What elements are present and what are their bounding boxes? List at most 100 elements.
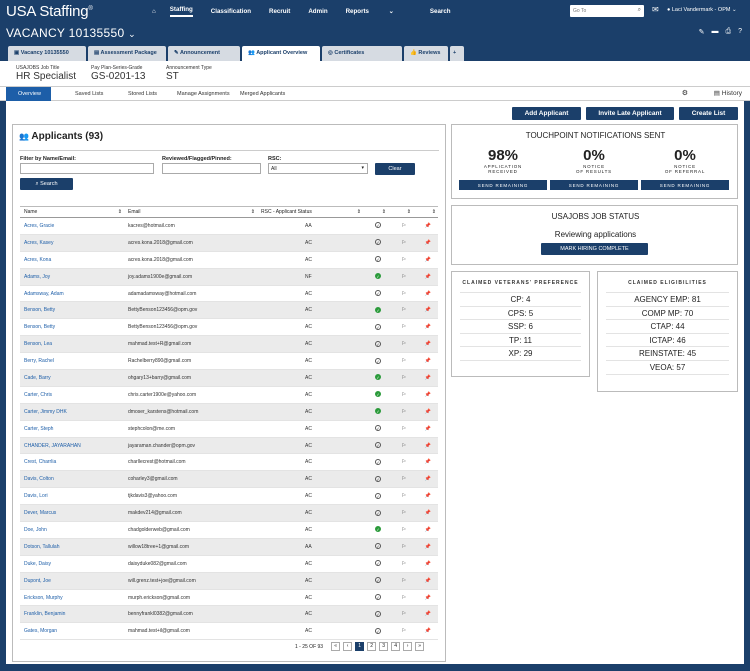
applicant-name-link[interactable]: Carter, Steph xyxy=(20,420,124,438)
tab-assessment-package[interactable]: ▤ Assessment Package xyxy=(88,46,166,61)
crumb-manage-assignments[interactable]: Manage Assignments xyxy=(177,91,230,97)
table-row[interactable]: Cade, Barry ohgary13+barry@gmail.com AC ✓ ⚐ 📌 xyxy=(20,369,438,387)
check-circle-icon[interactable]: ✓ xyxy=(375,222,381,229)
nav-classification[interactable]: Classification xyxy=(210,7,252,15)
first-page-button[interactable]: « xyxy=(331,642,341,651)
print-icon[interactable]: ⎙ xyxy=(725,28,732,35)
flag-icon[interactable]: ⚐ xyxy=(401,560,406,567)
flag-icon[interactable]: ⚐ xyxy=(401,307,406,314)
flag-icon[interactable]: ⚐ xyxy=(401,594,406,601)
folder-icon[interactable]: ▬ xyxy=(711,28,719,35)
check-circle-icon[interactable]: ✓ xyxy=(375,577,381,584)
pin-icon[interactable]: 📌 xyxy=(424,493,431,500)
search-icon[interactable]: ⌕ xyxy=(637,7,641,13)
applicant-name-link[interactable]: Dever, Marcus xyxy=(20,504,124,523)
reviewed-cell[interactable]: ✓ xyxy=(363,555,388,573)
pin-cell[interactable]: 📌 xyxy=(413,352,438,371)
pin-icon[interactable]: 📌 xyxy=(424,239,431,246)
flag-cell[interactable]: ⚐ xyxy=(388,521,413,539)
applicant-name-link[interactable]: Benson, Lea xyxy=(20,335,124,354)
table-row[interactable]: Gates, Morgan mahmad.test+il@gmail.com AC ✓… xyxy=(20,622,438,641)
nav-staffing[interactable]: Staffing xyxy=(169,6,193,17)
col-email[interactable]: Email ⇕ xyxy=(124,206,257,218)
applicant-name-link[interactable]: Benson, Betty xyxy=(20,318,124,337)
pin-cell[interactable]: 📌 xyxy=(413,301,438,320)
crumb-merged-applicants[interactable]: Merged Applicants xyxy=(240,91,286,97)
crumb-stored-lists[interactable]: Stored Lists xyxy=(128,91,158,97)
reviewed-cell[interactable]: ✓ xyxy=(363,538,388,556)
applicant-name-link[interactable]: Carter, Chris xyxy=(20,386,124,404)
table-row[interactable]: Dotson, Tallulah willow18tree+1@gmail.com… xyxy=(20,538,438,556)
check-circle-icon[interactable]: ✓ xyxy=(375,475,381,482)
flag-cell[interactable]: ⚐ xyxy=(388,217,413,235)
flag-icon[interactable]: ⚐ xyxy=(401,526,406,533)
send-remaining-button[interactable]: SEND REMAINING xyxy=(459,180,547,190)
tab-announcement[interactable]: ✎ Announcement xyxy=(168,46,240,61)
tab-certificates[interactable]: ◎ Certificates xyxy=(322,46,402,61)
reviewed-cell[interactable]: ✓ xyxy=(363,217,388,235)
applicant-name-link[interactable]: Duke, Daisy xyxy=(20,555,124,573)
reviewed-cell[interactable]: ✓ xyxy=(363,403,388,421)
pin-cell[interactable]: 📌 xyxy=(413,403,438,421)
applicant-name-link[interactable]: Adams, Joy xyxy=(20,268,124,286)
table-row[interactable]: CHANDER, JAYARAHAN jayaraman.chander@opm.… xyxy=(20,437,438,455)
mark-hiring-complete-button[interactable]: MARK HIRING COMPLETE xyxy=(541,243,648,255)
table-row[interactable]: Acres, Gracie kacres@hotmail.com AA ✓ ⚐ 📌 xyxy=(20,217,438,235)
pin-icon[interactable]: 📌 xyxy=(424,307,431,314)
pin-cell[interactable]: 📌 xyxy=(413,572,438,590)
pin-icon[interactable]: 📌 xyxy=(424,611,431,618)
check-circle-icon[interactable]: ✓ xyxy=(375,627,381,634)
flag-cell[interactable]: ⚐ xyxy=(388,268,413,286)
check-circle-filled-icon[interactable]: ✓ xyxy=(375,391,381,398)
user-menu[interactable]: ● Laci Vandermark - OPM ⌄ xyxy=(667,7,737,13)
applicant-name-link[interactable]: Erickson, Murphy xyxy=(20,589,124,607)
app-logo[interactable]: USA Staffing® xyxy=(6,3,93,20)
invite-late-applicant-button[interactable]: Invite Late Applicant xyxy=(586,107,674,120)
check-circle-filled-icon[interactable]: ✓ xyxy=(375,374,381,381)
applicant-name-link[interactable]: Davis, Colton xyxy=(20,470,124,489)
pin-cell[interactable]: 📌 xyxy=(413,251,438,269)
nav-admin[interactable]: Admin xyxy=(308,7,328,15)
flag-cell[interactable]: ⚐ xyxy=(388,504,413,523)
pin-icon[interactable]: 📌 xyxy=(424,324,431,331)
pin-icon[interactable]: 📌 xyxy=(424,273,431,280)
pin-cell[interactable]: 📌 xyxy=(413,285,438,303)
table-row[interactable]: Adams, Joy joy.adams1900e@gmail.com NF ✓ ⚐ 📌 xyxy=(20,268,438,286)
reviewed-cell[interactable]: ✓ xyxy=(363,352,388,371)
applicant-name-link[interactable]: Dotson, Tallulah xyxy=(20,538,124,556)
check-circle-icon[interactable]: ✓ xyxy=(375,442,381,449)
last-page-button[interactable]: » xyxy=(415,642,425,651)
goto-input[interactable]: Go To ⌕ xyxy=(570,5,644,17)
mail-icon[interactable]: ✉ xyxy=(652,5,659,14)
tab-reviews[interactable]: 👍 Reviews xyxy=(404,46,448,61)
reviewed-cell[interactable]: ✓ xyxy=(363,487,388,506)
flag-cell[interactable]: ⚐ xyxy=(388,420,413,438)
flag-icon[interactable]: ⚐ xyxy=(401,324,406,331)
applicant-name-link[interactable]: Dupont, Joe xyxy=(20,572,124,590)
applicant-name-link[interactable]: Adamsway, Adam xyxy=(20,285,124,303)
filter-name-input[interactable] xyxy=(20,163,154,174)
applicant-name-link[interactable]: Acres, Kasey xyxy=(20,234,124,252)
applicant-name-link[interactable]: Acres, Gracie xyxy=(20,217,124,235)
check-circle-icon[interactable]: ✓ xyxy=(375,543,381,550)
col-reviewed[interactable]: ⇕ xyxy=(363,206,388,218)
pin-icon[interactable]: 📌 xyxy=(424,425,431,432)
flag-cell[interactable]: ⚐ xyxy=(388,487,413,506)
pin-icon[interactable]: 📌 xyxy=(424,543,431,550)
pin-icon[interactable]: 📌 xyxy=(424,594,431,601)
table-row[interactable]: Doe, John chadgolderweb@gmail.com AC ✓ ⚐ 📌 xyxy=(20,521,438,539)
flag-cell[interactable]: ⚐ xyxy=(388,437,413,455)
flag-cell[interactable]: ⚐ xyxy=(388,453,413,472)
pin-icon[interactable]: 📌 xyxy=(424,476,431,483)
tab-vacancy[interactable]: ▣ Vacancy 10135550 xyxy=(8,46,86,61)
pin-cell[interactable]: 📌 xyxy=(413,420,438,438)
pin-cell[interactable]: 📌 xyxy=(413,217,438,235)
home-icon[interactable]: ⌂ xyxy=(152,7,156,15)
table-row[interactable]: Acres, Kona acres.kona.2018@gmail.com AC ✓ ⚐… xyxy=(20,251,438,269)
pin-cell[interactable]: 📌 xyxy=(413,589,438,607)
reviewed-cell[interactable]: ✓ xyxy=(363,622,388,641)
flag-cell[interactable]: ⚐ xyxy=(388,572,413,590)
pin-cell[interactable]: 📌 xyxy=(413,555,438,573)
col-pinned[interactable]: ⇕ xyxy=(413,206,438,218)
flag-cell[interactable]: ⚐ xyxy=(388,335,413,354)
